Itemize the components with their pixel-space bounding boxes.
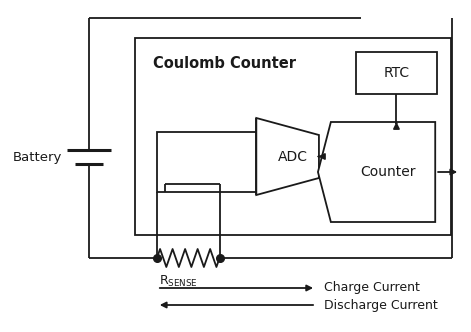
Polygon shape <box>318 122 435 222</box>
Bar <box>356 52 437 94</box>
Text: ADC: ADC <box>277 149 308 163</box>
Bar <box>157 132 256 192</box>
Text: $\mathregular{R_{SENSE}}$: $\mathregular{R_{SENSE}}$ <box>159 274 198 289</box>
Text: RTC: RTC <box>383 66 409 80</box>
Text: Counter: Counter <box>360 165 416 179</box>
Bar <box>135 38 451 235</box>
Polygon shape <box>256 118 319 195</box>
Text: Battery: Battery <box>13 150 63 163</box>
Text: Discharge Current: Discharge Current <box>324 298 438 311</box>
Text: Charge Current: Charge Current <box>324 282 420 294</box>
Text: Coulomb Counter: Coulomb Counter <box>153 56 296 71</box>
